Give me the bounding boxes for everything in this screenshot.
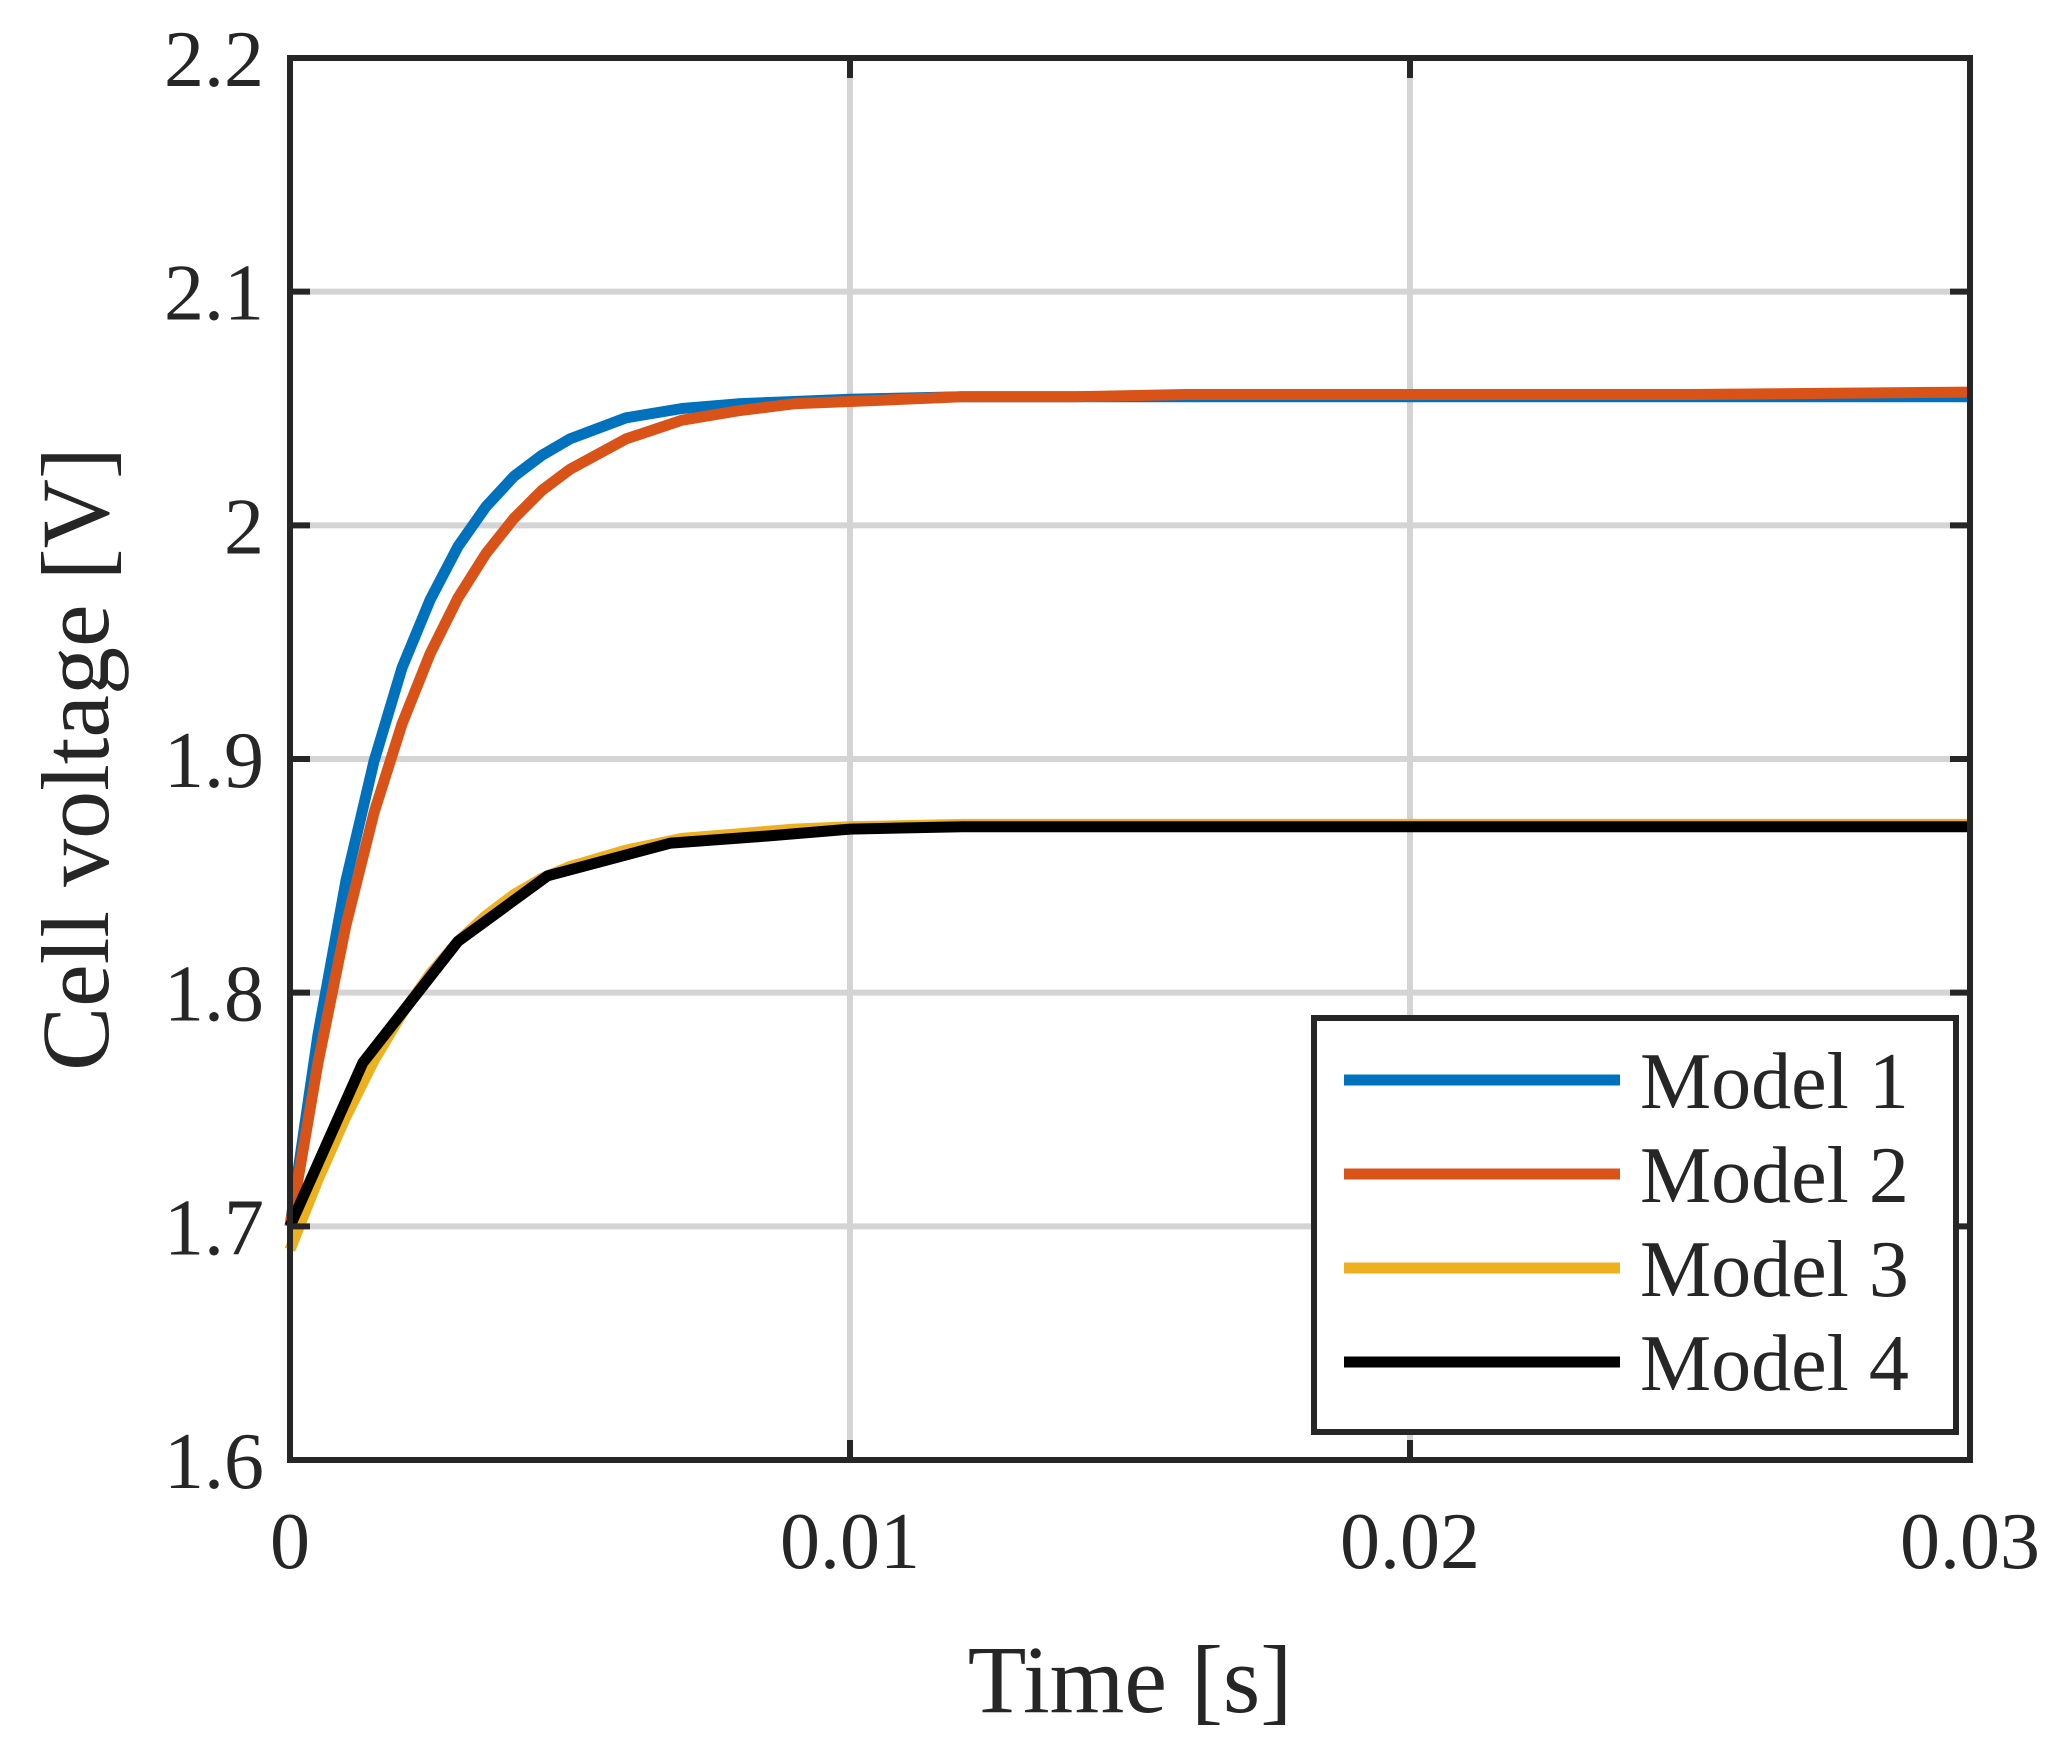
x-tick-label: 0.01 — [780, 1498, 920, 1586]
y-tick-label: 2.2 — [164, 16, 264, 104]
x-tick-label: 0.03 — [1900, 1498, 2040, 1586]
y-tick-label: 2 — [224, 483, 264, 571]
y-tick-label: 2.1 — [164, 250, 264, 338]
x-tick-label: 0 — [270, 1498, 310, 1586]
y-axis-label: Cell voltage [V] — [22, 447, 129, 1071]
legend-label-model-3: Model 3 — [1640, 1226, 1909, 1314]
axis-ticks — [287, 55, 1973, 1463]
series-line-model-2 — [284, 386, 1971, 1228]
y-tick-label: 1.9 — [164, 717, 264, 805]
legend-label-model-4: Model 4 — [1640, 1320, 1909, 1408]
grid-lines — [290, 58, 1970, 1460]
x-axis-label: Time [s] — [968, 1626, 1293, 1733]
tick-labels: 0 0.01 0.02 0.03 1.6 1.7 1.8 1.9 2 2.1 2.2 — [164, 16, 2040, 1586]
legend-label-model-2: Model 2 — [1640, 1132, 1909, 1220]
x-tick-label: 0.02 — [1340, 1498, 1480, 1586]
data-series — [284, 386, 1971, 1252]
series-line-model-4 — [284, 821, 1970, 1229]
y-tick-label: 1.8 — [164, 951, 264, 1039]
legend-label-model-1: Model 1 — [1640, 1038, 1909, 1126]
y-tick-label: 1.6 — [164, 1418, 264, 1506]
y-tick-label: 1.7 — [164, 1184, 264, 1272]
